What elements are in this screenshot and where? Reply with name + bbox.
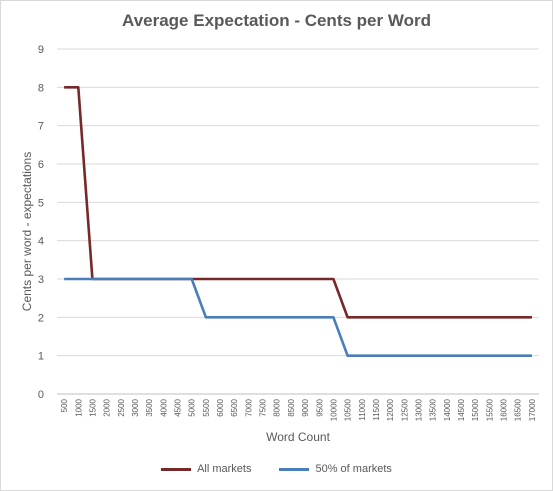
y-tick-label: 4 <box>38 236 44 248</box>
x-tick-label: 500 <box>60 398 69 412</box>
x-tick-label: 9500 <box>315 398 324 416</box>
x-tick-label: 10500 <box>344 398 353 421</box>
y-tick-label: 3 <box>38 274 44 286</box>
y-tick-label: 1 <box>38 351 44 363</box>
y-axis-ticks: 0 1 2 3 4 5 6 7 8 9 <box>38 44 44 401</box>
x-tick-label: 8500 <box>287 398 296 416</box>
x-tick-label: 15500 <box>485 398 494 421</box>
legend: All markets 50% of markets <box>1 463 552 475</box>
x-tick-label: 5500 <box>202 398 211 416</box>
y-tick-label: 2 <box>38 312 44 324</box>
x-tick-label: 4000 <box>159 398 168 416</box>
y-tick-label: 5 <box>38 197 44 209</box>
x-tick-label: 6000 <box>216 398 225 416</box>
x-tick-label: 13500 <box>429 398 438 421</box>
x-tick-label: 9000 <box>301 398 310 416</box>
y-axis-title: Cents per word - expectations <box>20 152 34 311</box>
x-axis-ticks: 500 1000 1500 2000 2500 3000 3500 4000 4500 5000 5… <box>60 398 537 421</box>
y-tick-label: 6 <box>38 159 44 171</box>
x-tick-label: 7000 <box>244 398 253 416</box>
x-tick-label: 3000 <box>131 398 140 416</box>
x-tick-label: 1500 <box>88 398 97 416</box>
x-tick-label: 14500 <box>457 398 466 421</box>
y-tick-label: 9 <box>38 44 44 56</box>
legend-swatch-50-percent-markets <box>279 467 310 471</box>
legend-item-50-percent-markets: 50% of markets <box>279 463 392 475</box>
x-tick-label: 4500 <box>174 398 183 416</box>
x-tick-label: 12500 <box>400 398 409 421</box>
x-tick-label: 8000 <box>273 398 282 416</box>
x-tick-label: 11500 <box>372 398 381 420</box>
legend-label-50-percent-markets: 50% of markets <box>315 463 392 475</box>
x-tick-label: 11000 <box>358 398 367 420</box>
x-tick-label: 17000 <box>528 398 537 421</box>
y-tick-label: 8 <box>38 82 44 94</box>
legend-label-all-markets: All markets <box>197 463 252 475</box>
legend-swatch-all-markets <box>161 467 192 471</box>
x-tick-label: 10000 <box>329 398 338 421</box>
x-tick-label: 5000 <box>188 398 197 416</box>
legend-item-all-markets: All markets <box>161 463 251 475</box>
x-axis-title: Word Count <box>266 430 330 444</box>
x-tick-label: 1000 <box>74 398 83 416</box>
gridlines <box>57 48 539 395</box>
x-tick-label: 14000 <box>443 398 452 421</box>
chart-title: Average Expectation - Cents per Word <box>122 11 431 30</box>
series-lines <box>64 86 532 358</box>
x-tick-label: 13000 <box>415 398 424 421</box>
y-tick-label: 7 <box>38 121 44 133</box>
x-tick-label: 2500 <box>117 398 126 416</box>
x-tick-label: 7500 <box>259 398 268 416</box>
x-tick-label: 16000 <box>500 398 509 421</box>
x-tick-label: 3500 <box>145 398 154 416</box>
series-line-50-percent-markets <box>64 277 532 358</box>
y-tick-label: 0 <box>38 389 44 401</box>
x-tick-label: 12000 <box>386 398 395 421</box>
x-tick-label: 15000 <box>471 398 480 421</box>
x-tick-label: 2000 <box>103 398 112 416</box>
x-tick-label: 6500 <box>230 398 239 416</box>
x-tick-label: 16500 <box>514 398 523 421</box>
